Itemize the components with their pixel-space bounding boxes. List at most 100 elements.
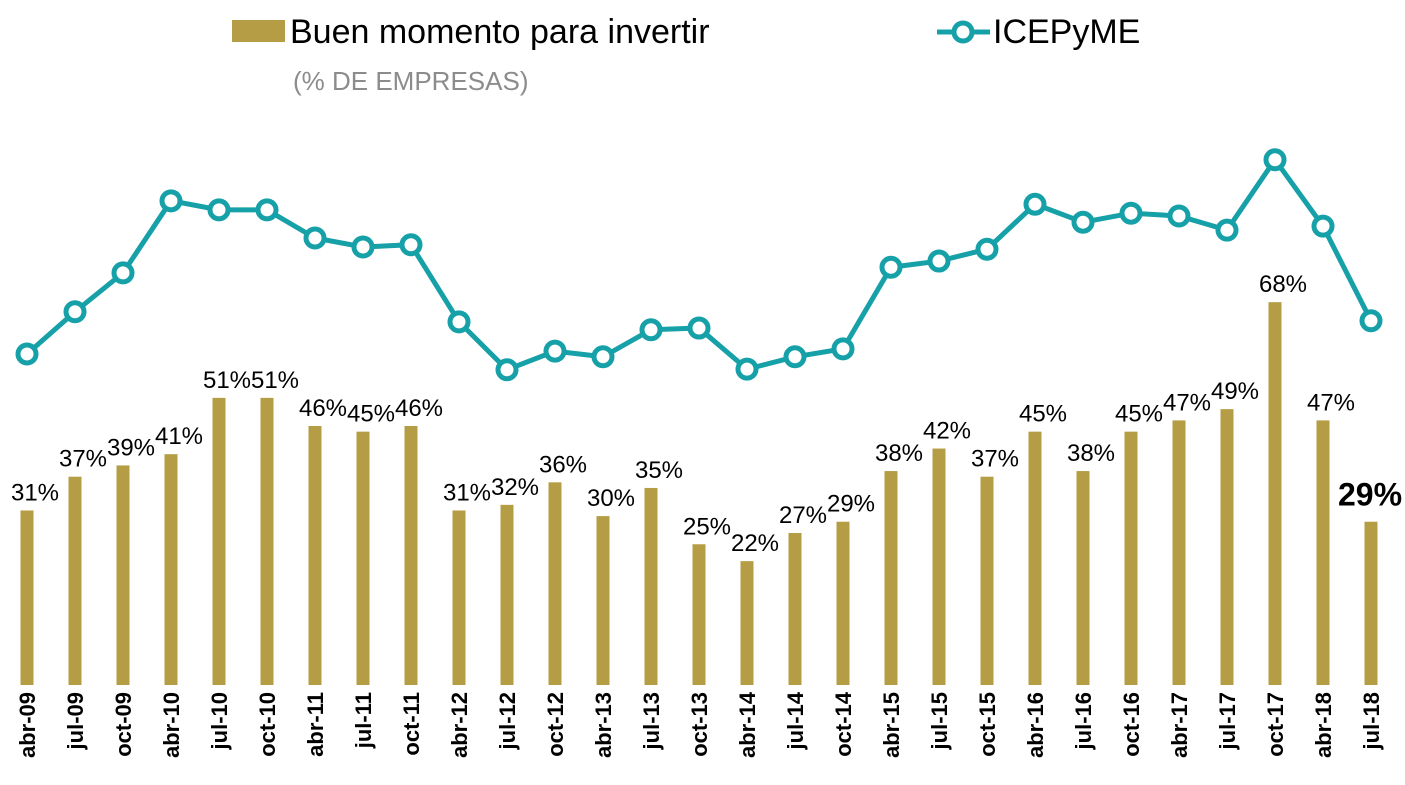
bar [500, 504, 514, 685]
x-tick-label: oct-12 [543, 692, 568, 757]
bar [116, 465, 130, 685]
bar [164, 454, 178, 685]
x-tick-label: oct-16 [1119, 692, 1144, 757]
line-marker [1359, 309, 1383, 333]
x-tick-label: oct-13 [687, 692, 712, 757]
data-label: 45% [347, 401, 395, 428]
bar [1028, 431, 1042, 685]
bar [68, 476, 82, 685]
x-tick-label: abr-13 [591, 692, 616, 758]
line-marker [447, 310, 471, 334]
line-marker [927, 249, 951, 273]
line-marker [735, 357, 759, 381]
x-tick-label: oct-10 [255, 692, 280, 757]
bar [884, 471, 898, 685]
line-marker [303, 226, 327, 250]
data-label: 31% [11, 479, 59, 506]
x-tick-label: jul-14 [783, 691, 808, 750]
data-label: 42% [923, 418, 971, 445]
data-label: 68% [1259, 271, 1307, 298]
legend-label: ICEPyME [993, 13, 1140, 51]
line-marker [255, 198, 279, 222]
legend-marker [951, 20, 975, 44]
bar [980, 476, 994, 685]
x-tick-label: abr-15 [879, 692, 904, 758]
data-label: 45% [1019, 401, 1067, 428]
line-marker [543, 339, 567, 363]
bar [1220, 409, 1234, 685]
bar [1124, 431, 1138, 685]
line-marker [207, 198, 231, 222]
legend-label: Buen momento para invertir [290, 13, 710, 51]
data-label: 47% [1307, 389, 1355, 416]
bar [836, 521, 850, 685]
data-label: 35% [635, 457, 683, 484]
data-label: 49% [1211, 378, 1259, 405]
data-label: 46% [395, 395, 443, 422]
data-label: 41% [155, 423, 203, 450]
data-label: 47% [1163, 389, 1211, 416]
data-label: 37% [971, 446, 1019, 473]
line-marker [1023, 192, 1047, 216]
x-tick-label: jul-11 [351, 692, 376, 749]
data-label: 30% [587, 485, 635, 512]
x-tick-label: oct-11 [399, 692, 424, 756]
bar [260, 397, 274, 685]
x-tick-label: jul-18 [1359, 692, 1384, 750]
data-label: 22% [731, 530, 779, 557]
bar [356, 431, 370, 685]
data-label: 38% [1067, 440, 1115, 467]
data-label: 51% [251, 367, 299, 394]
x-tick-label: abr-11 [303, 692, 328, 757]
data-label: 36% [539, 451, 587, 478]
bar [1316, 420, 1330, 685]
x-tick-label: jul-12 [495, 692, 520, 750]
line-marker [399, 233, 423, 257]
x-tick-label: jul-17 [1215, 692, 1240, 750]
x-tick-label: abr-18 [1311, 692, 1336, 758]
data-label: 51% [203, 367, 251, 394]
x-tick-label: abr-09 [15, 692, 40, 758]
line-marker [63, 300, 87, 324]
line-marker [111, 261, 135, 285]
bar [788, 532, 802, 685]
line-marker [1263, 148, 1287, 172]
line-marker [831, 337, 855, 361]
data-label: 29% [1338, 477, 1402, 513]
data-label: 37% [59, 446, 107, 473]
bar [596, 516, 610, 685]
line-marker [1215, 218, 1239, 242]
bar [1364, 521, 1378, 685]
legend-swatch-bar [232, 20, 285, 42]
line-marker [1071, 210, 1095, 234]
x-tick-label: jul-15 [927, 692, 952, 750]
bar [1268, 302, 1282, 685]
line-marker [1119, 201, 1143, 225]
data-label: 32% [491, 474, 539, 501]
x-tick-label: oct-09 [111, 692, 136, 757]
line-marker [495, 358, 519, 382]
x-tick-label: oct-17 [1263, 692, 1288, 757]
line-marker [1311, 214, 1335, 238]
bar [740, 561, 754, 685]
x-tick-label: oct-15 [975, 692, 1000, 757]
data-label: 29% [827, 491, 875, 518]
bar [212, 397, 226, 685]
bar [1076, 471, 1090, 685]
data-label: 39% [107, 434, 155, 461]
x-tick-label: abr-14 [735, 691, 760, 758]
x-tick-label: abr-10 [159, 692, 184, 758]
x-tick-label: abr-17 [1167, 692, 1192, 758]
bar [692, 544, 706, 685]
x-tick-label: jul-10 [207, 692, 232, 750]
bar [308, 426, 322, 685]
x-tick-label: jul-16 [1071, 692, 1096, 750]
x-tick-label: oct-14 [831, 691, 856, 757]
line-marker [879, 255, 903, 279]
line-marker [15, 342, 39, 366]
bar [20, 510, 34, 685]
line-marker [351, 235, 375, 259]
data-label: 27% [779, 502, 827, 529]
bar [404, 426, 418, 685]
